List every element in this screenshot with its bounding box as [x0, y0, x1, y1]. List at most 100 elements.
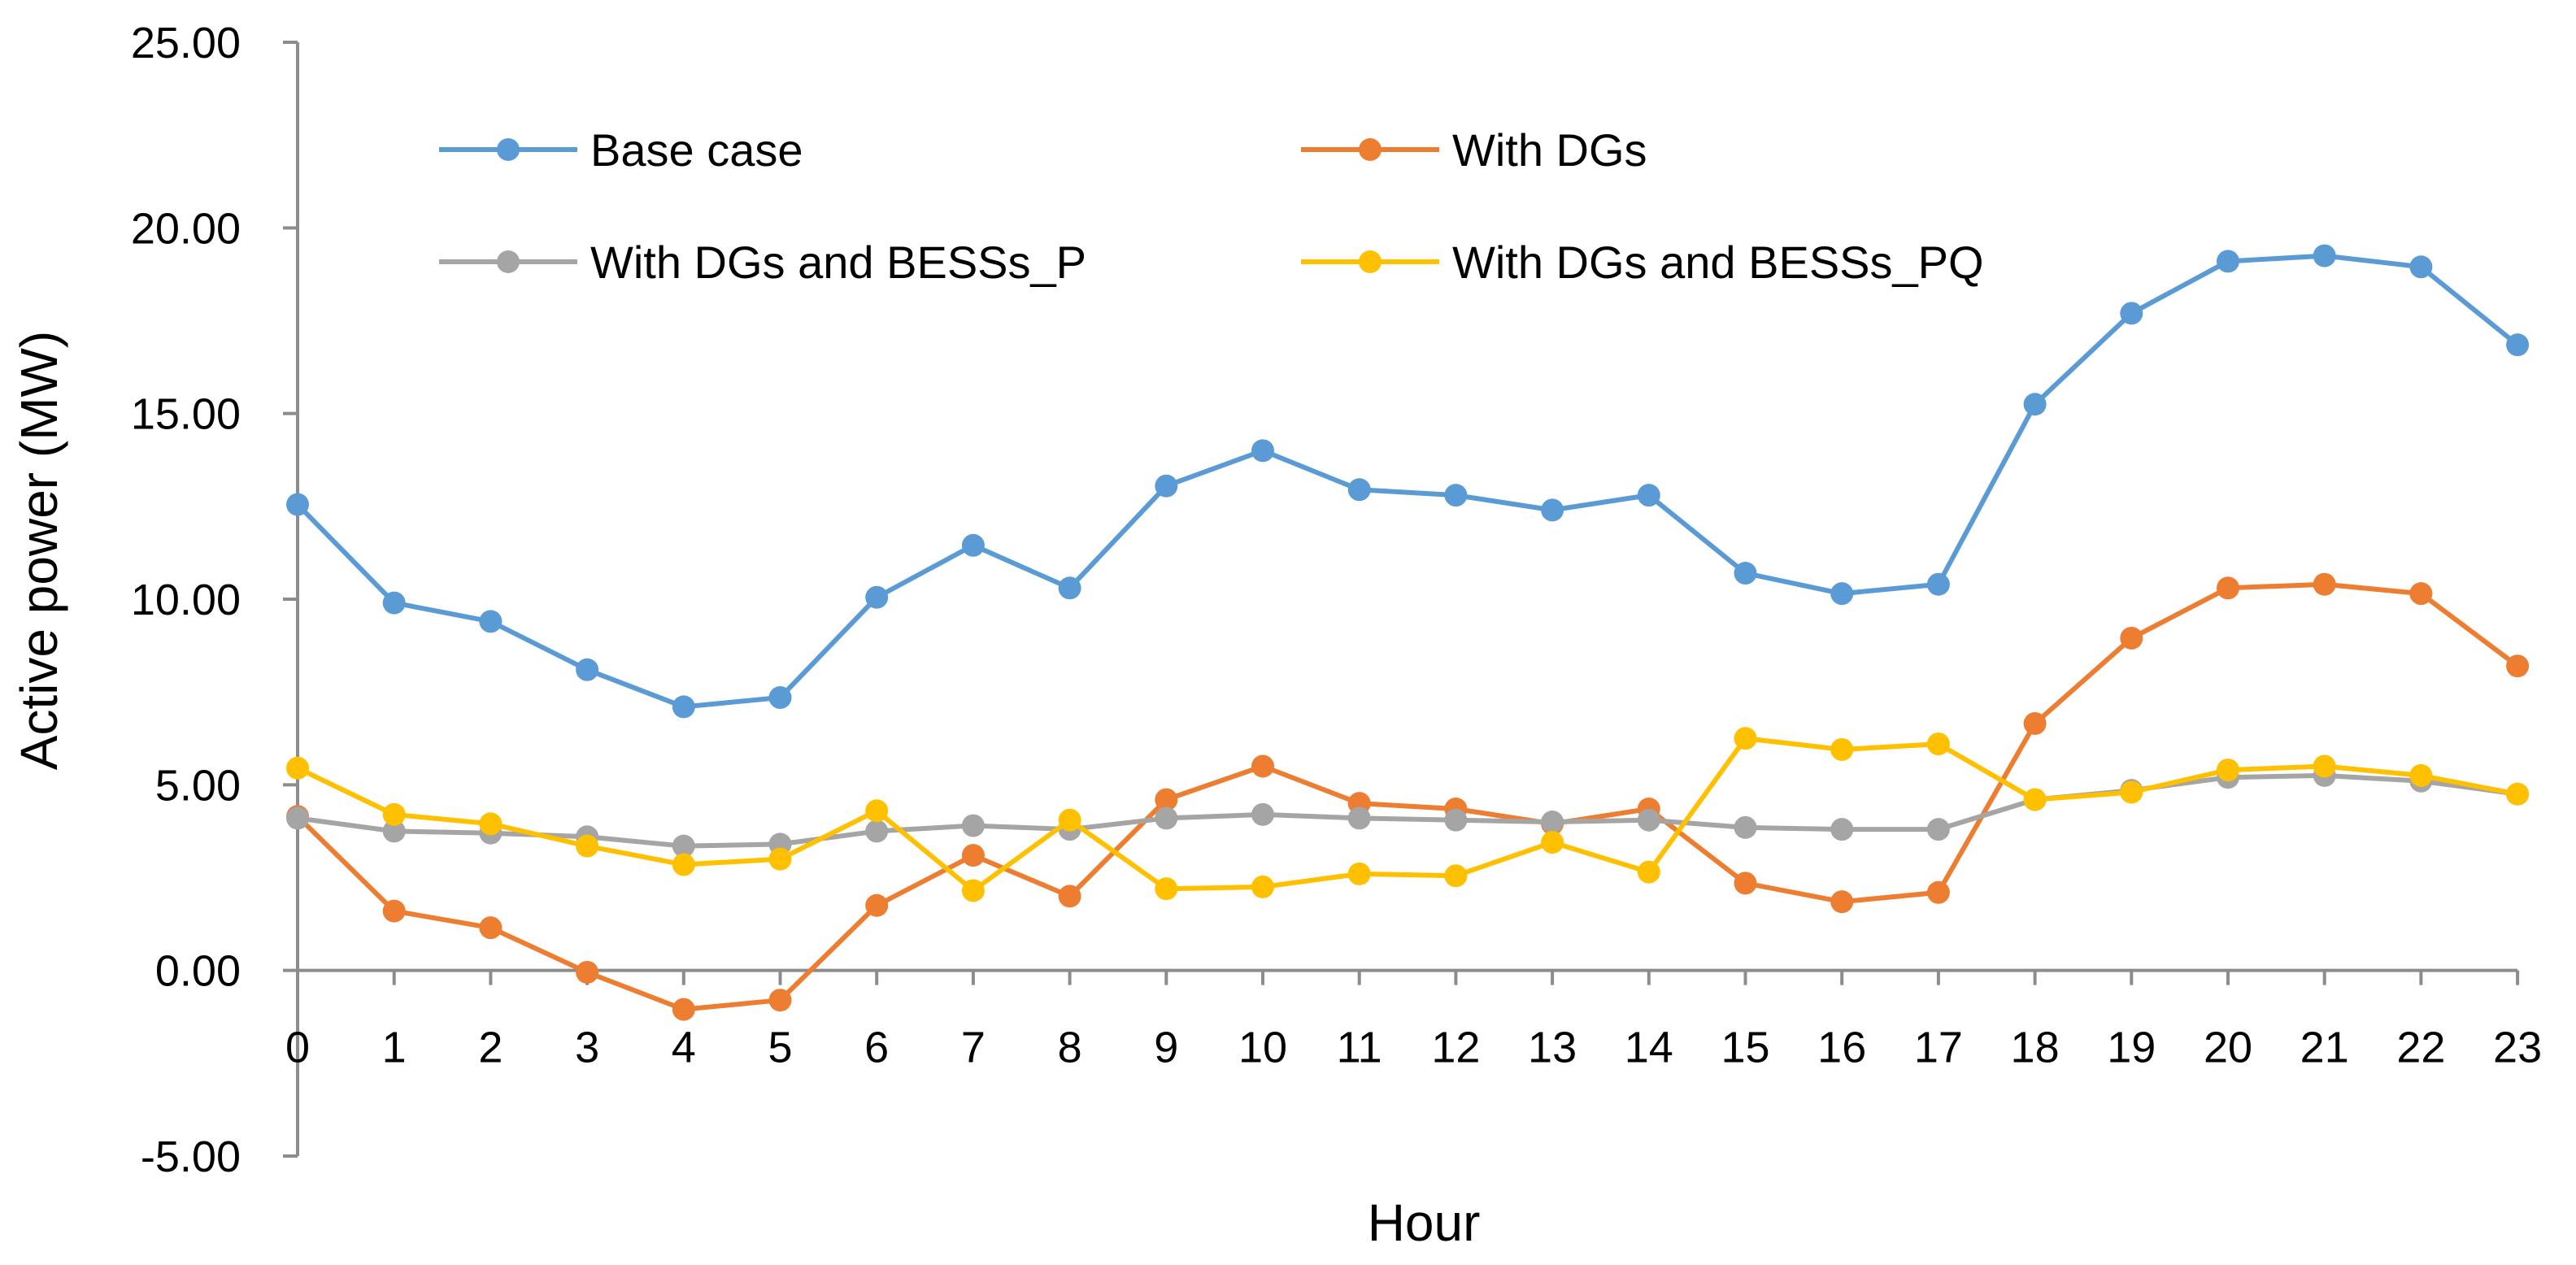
data-point	[1637, 484, 1660, 507]
data-point	[2313, 754, 2336, 778]
legend-item: With DGs and BESSs_PQ	[1301, 237, 1984, 288]
x-tick-label: 6	[864, 1024, 889, 1072]
x-tick-label: 10	[1238, 1024, 1287, 1072]
x-axis-title: Hour	[1368, 1193, 1481, 1252]
legend-item: With DGs and BESSs_P	[439, 237, 1086, 288]
y-tick-label: 5.00	[155, 761, 241, 810]
data-point	[1734, 727, 1757, 750]
y-tick-label: 10.00	[131, 576, 241, 624]
data-point	[2120, 302, 2143, 325]
data-point	[1444, 864, 1468, 888]
legend: Base case With DGs With DGs and BESSs_P Wit…	[439, 124, 1984, 288]
data-point	[672, 695, 695, 719]
data-point	[865, 799, 889, 823]
x-tick-label: 12	[1431, 1024, 1480, 1072]
data-point	[479, 812, 503, 836]
x-tick-label: 14	[1625, 1024, 1673, 1072]
data-point	[865, 893, 889, 917]
legend-label: With DGs	[1452, 124, 1647, 176]
data-point	[1251, 754, 1274, 778]
x-tick-label: 8	[1058, 1024, 1082, 1072]
x-tick-label: 5	[768, 1024, 792, 1072]
data-point	[1734, 872, 1757, 895]
x-tick-label: 22	[2396, 1024, 2445, 1072]
data-point	[2217, 576, 2239, 600]
legend-swatch-marker	[497, 138, 520, 161]
legend-label: With DGs and BESSs_P	[590, 237, 1086, 288]
data-point	[2023, 788, 2047, 811]
data-point	[1830, 737, 1854, 761]
data-point	[1251, 802, 1274, 826]
data-point	[1444, 484, 1468, 507]
data-point	[2313, 572, 2336, 596]
data-point	[768, 989, 792, 1012]
x-tick-label: 19	[2107, 1024, 2156, 1072]
data-point	[2120, 626, 2143, 650]
data-point	[2023, 711, 2047, 735]
data-point	[479, 610, 503, 633]
series-base-case	[286, 244, 2530, 719]
legend-item: Base case	[439, 124, 803, 176]
x-tick-label: 21	[2300, 1024, 2349, 1072]
legend-swatch-marker	[1359, 138, 1382, 161]
x-tick-label: 9	[1154, 1024, 1178, 1072]
data-point	[961, 844, 985, 867]
series-line	[295, 581, 2519, 1012]
data-point	[1734, 815, 1757, 839]
data-point	[1444, 808, 1468, 832]
data-point	[1155, 806, 1178, 830]
x-tick-label: 7	[961, 1024, 986, 1072]
x-tick-label: 15	[1721, 1024, 1769, 1072]
data-point	[1637, 860, 1660, 884]
x-tick-label: 13	[1528, 1024, 1577, 1072]
data-point	[1830, 582, 1854, 606]
data-point	[2506, 782, 2530, 806]
data-point	[576, 658, 599, 681]
x-tick-label: 20	[2204, 1024, 2252, 1072]
x-tick-label: 23	[2493, 1024, 2542, 1072]
data-point	[1541, 831, 1564, 854]
data-point	[2217, 250, 2239, 273]
y-tick-label: 0.00	[155, 947, 241, 996]
series-line	[295, 253, 2519, 710]
data-point	[1347, 862, 1371, 885]
data-point	[1058, 576, 1081, 600]
data-point	[286, 756, 309, 780]
data-point	[961, 879, 985, 902]
legend-label: With DGs and BESSs_PQ	[1452, 237, 1984, 288]
data-point	[2023, 393, 2047, 416]
x-tick-label: 18	[2011, 1024, 2060, 1072]
data-point	[1926, 572, 1950, 596]
data-point	[1926, 880, 1950, 904]
data-point	[1155, 474, 1178, 498]
data-point	[2409, 582, 2433, 606]
data-point	[1541, 498, 1564, 522]
data-point	[1926, 818, 1950, 841]
series-line	[297, 772, 2518, 849]
data-point	[2506, 654, 2530, 678]
series-line	[296, 736, 2518, 893]
y-tick-labels: -5.00 0.00 5.00 10.00 15.00 20.00 25.00	[131, 19, 241, 1181]
data-point	[2313, 244, 2336, 267]
x-tick-label: 16	[1817, 1024, 1866, 1072]
data-point	[768, 686, 792, 710]
data-point	[1830, 818, 1854, 841]
data-point	[382, 819, 406, 843]
x-tick-label: 1	[382, 1024, 407, 1072]
data-point	[1541, 811, 1564, 833]
data-point	[865, 585, 889, 609]
data-point	[1058, 808, 1081, 832]
data-point	[382, 591, 406, 615]
x-tick-label: 3	[575, 1024, 599, 1072]
data-point	[1926, 732, 1950, 756]
data-point	[1155, 877, 1178, 901]
data-point	[576, 960, 599, 984]
x-tick-labels: 0 1 2 3 4 5 6 7 8 9 10 11 12 13 14 15 16 17 18 19 20 21 22 23	[285, 1024, 2542, 1072]
series-layer	[286, 244, 2530, 1021]
data-point	[672, 853, 695, 876]
y-axis-title: Active power (MW)	[10, 331, 68, 771]
data-point	[768, 847, 792, 871]
legend-swatch-marker	[497, 250, 520, 273]
data-point	[286, 806, 309, 830]
